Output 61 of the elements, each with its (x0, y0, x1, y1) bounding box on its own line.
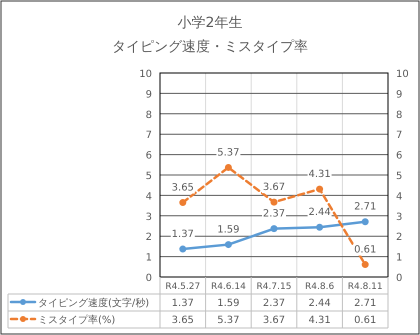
y2-tick-label: 7 (396, 130, 402, 142)
x-tick-label: R4.8.11 (348, 282, 383, 292)
y-tick-label: 8 (146, 110, 152, 121)
y2-tick-label: 2 (396, 232, 402, 244)
point (362, 218, 369, 226)
text: 4.31 (308, 315, 331, 326)
point (316, 186, 324, 193)
text: 3.65 (172, 315, 194, 326)
data-label: 2.37 (262, 208, 286, 220)
y-tick-label: 3 (146, 212, 152, 223)
text: 0.61 (354, 315, 376, 326)
y2-tick-label: 0 (396, 273, 402, 284)
point (224, 241, 232, 248)
text: 3.67 (262, 315, 286, 326)
y2-tick-label: 6 (396, 150, 402, 162)
text: 2.44 (308, 298, 331, 309)
y2-tick-label: 4 (396, 191, 402, 202)
y-tick-label: 6 (146, 150, 152, 162)
point (362, 261, 369, 268)
point (316, 224, 324, 231)
data-label: 0.61 (354, 244, 376, 256)
data-label: 3.65 (172, 182, 194, 194)
y2-tick-label: 3 (396, 212, 402, 223)
x-tick-label: R4.5.27 (165, 282, 200, 292)
y2-tick-label: 10 (396, 69, 409, 80)
x-tick-label: R4.8.6 (305, 282, 334, 292)
y-tick-label: 0 (146, 273, 152, 284)
point (270, 225, 278, 232)
legend-label: ミスタイプ率(%) (38, 314, 116, 326)
y2-tick-label: 9 (396, 89, 402, 100)
y2-tick-label: 8 (396, 110, 402, 121)
y-tick-label: 9 (146, 89, 152, 100)
data-label: 1.59 (217, 224, 240, 236)
y-tick-label: 10 (139, 69, 152, 80)
y-tick-label: 1 (146, 252, 152, 264)
y2-tick-label: 1 (396, 252, 402, 264)
chart-title: 小学2年生 (178, 15, 242, 31)
text: 2.71 (354, 298, 376, 309)
x-tick-label: R4.6.14 (210, 282, 246, 292)
text: 1.59 (217, 298, 240, 309)
x-tick-label: R4.7.15 (256, 282, 292, 292)
data-label: 4.31 (308, 169, 331, 180)
data-label: 1.37 (172, 229, 194, 240)
point (179, 246, 186, 253)
data-label: 2.44 (308, 207, 331, 218)
text: 5.37 (217, 315, 240, 326)
chart-subtitle: タイピング速度・ミスタイプ率 (112, 39, 308, 55)
y-tick-label: 7 (146, 130, 152, 142)
legend-label: タイピング速度(文字/秒) (38, 297, 150, 309)
y-tick-label: 4 (146, 191, 152, 202)
data-label: 2.71 (354, 202, 376, 213)
data-label: 3.67 (262, 182, 286, 194)
point (179, 199, 186, 206)
text: 1.37 (172, 298, 194, 309)
point (270, 198, 278, 206)
point (224, 164, 232, 171)
y-tick-label: 5 (146, 171, 152, 182)
y-tick-label: 2 (146, 232, 152, 244)
data-label: 5.37 (217, 147, 240, 158)
text: 2.37 (262, 298, 286, 309)
y2-tick-label: 5 (396, 171, 402, 182)
